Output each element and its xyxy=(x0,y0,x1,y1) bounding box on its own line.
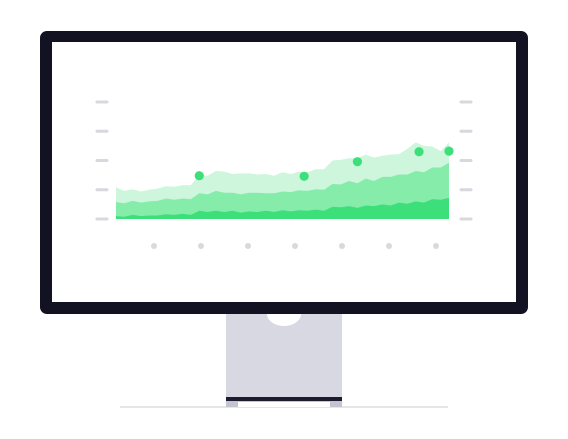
data-point-marker xyxy=(444,147,453,156)
x-tick xyxy=(339,243,345,249)
x-tick xyxy=(151,243,157,249)
data-point-marker xyxy=(195,171,204,180)
x-tick xyxy=(292,243,298,249)
stand-foot-gap xyxy=(238,402,330,407)
x-tick xyxy=(245,243,251,249)
x-tick xyxy=(433,243,439,249)
data-point-marker xyxy=(353,157,362,166)
monitor-stand xyxy=(226,312,342,407)
data-point-marker xyxy=(414,147,423,156)
data-point-marker xyxy=(300,172,309,181)
stand-band xyxy=(226,397,342,401)
x-tick xyxy=(386,243,392,249)
x-tick xyxy=(198,243,204,249)
